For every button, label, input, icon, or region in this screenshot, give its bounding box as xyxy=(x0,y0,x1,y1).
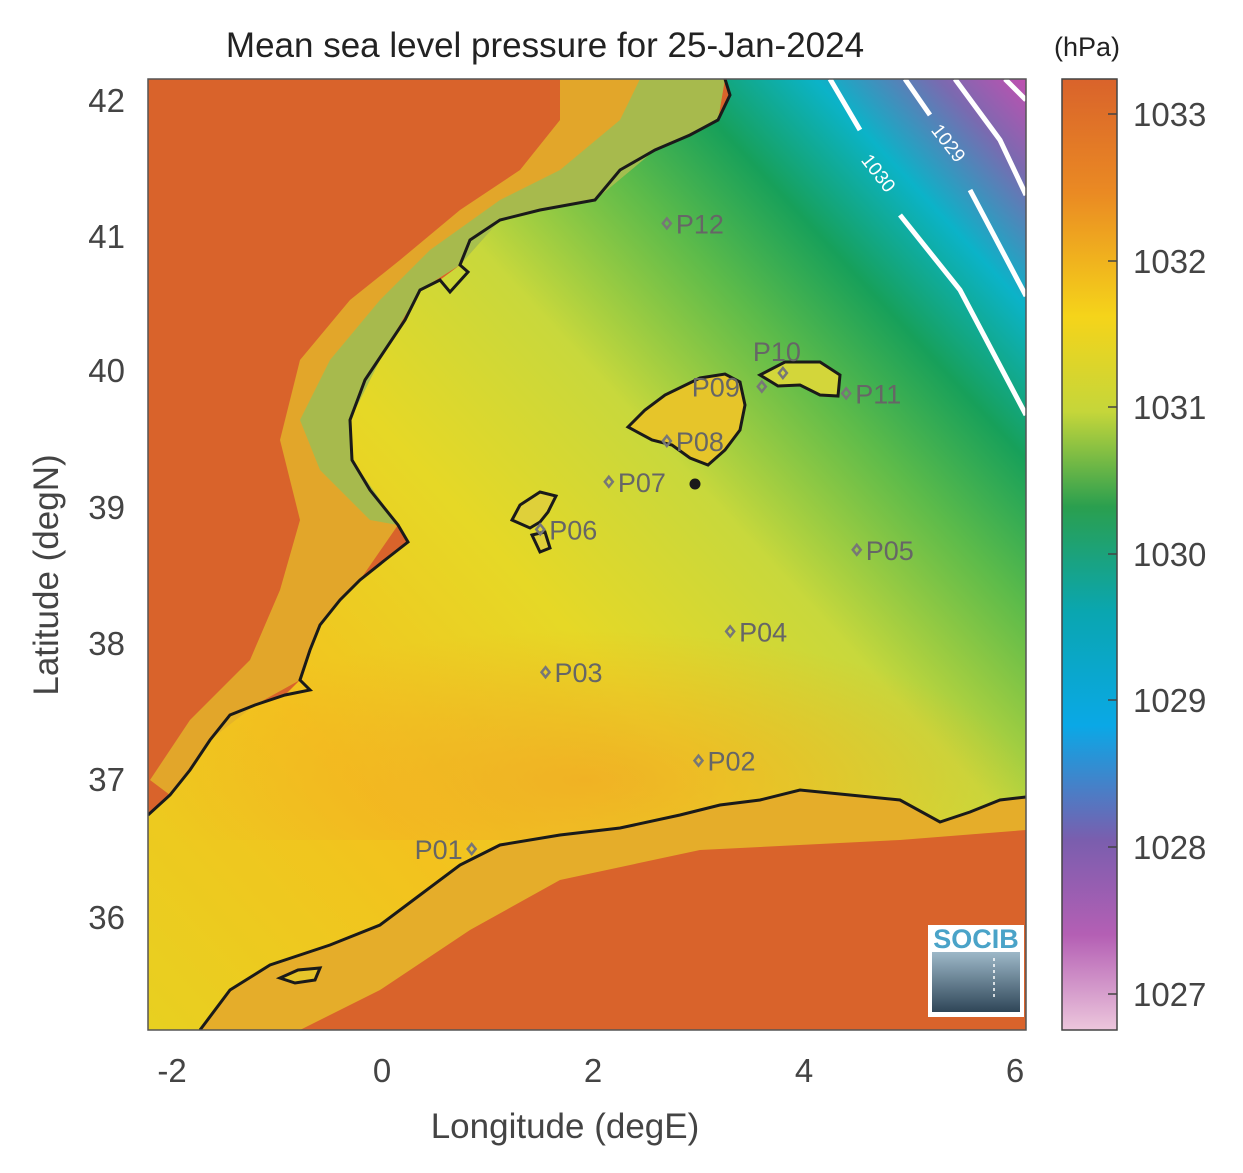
isobar-1028 xyxy=(952,79,1026,197)
alboran-coastline xyxy=(275,966,323,985)
iberia-coastline xyxy=(148,79,732,817)
colorbar-ticks xyxy=(1108,113,1117,995)
station-marker xyxy=(661,433,673,449)
station-marker xyxy=(603,474,615,489)
socib-logo: SOCIB xyxy=(928,924,1024,1017)
station-marker xyxy=(661,216,673,231)
x-tick-label: 4 xyxy=(795,1052,813,1089)
x-axis-label: Longitude (degE) xyxy=(431,1107,700,1146)
iberia-coastal-green xyxy=(300,79,725,525)
station-marker xyxy=(724,624,736,639)
colorbar-tick-label: 1031 xyxy=(1133,389,1206,426)
station-label: P12 xyxy=(676,209,724,239)
station-label: P04 xyxy=(739,617,787,647)
plot-frame xyxy=(147,78,1027,1031)
station-marker xyxy=(840,386,852,401)
logo-image xyxy=(932,952,1020,1012)
station-label: P06 xyxy=(549,515,597,545)
station-marker xyxy=(777,365,789,381)
isobar-1027 xyxy=(1003,79,1026,102)
y-axis: 36 37 38 39 40 41 42 xyxy=(88,82,125,936)
station-label: P03 xyxy=(555,658,603,688)
colorbar-gradient xyxy=(1061,78,1118,1031)
station-label: P01 xyxy=(415,835,463,865)
station-marker xyxy=(539,665,552,680)
isobar-1029 xyxy=(902,79,1026,298)
colorbar-tick-label: 1033 xyxy=(1133,96,1206,133)
isobar-1030 xyxy=(827,79,1026,417)
y-tick-label: 37 xyxy=(88,761,125,798)
colorbar-tick-label: 1027 xyxy=(1133,976,1206,1013)
x-tick-label: 6 xyxy=(1006,1052,1024,1089)
station-markers: P01 P02 P03 P04 P05 P06 P07 P08 P09 P10 P11 P12 xyxy=(415,209,914,865)
isobars xyxy=(827,79,1026,417)
station-label: P02 xyxy=(708,747,756,777)
colorbar-tick-label: 1029 xyxy=(1133,682,1206,719)
africa-coastal-band xyxy=(200,790,1026,1030)
station-label: P10 xyxy=(753,337,801,367)
colorbar-tick-label: 1030 xyxy=(1133,536,1206,573)
map-plot-area xyxy=(148,79,1026,1030)
iberia-coastal-band xyxy=(150,79,725,795)
station-label: P08 xyxy=(676,427,724,457)
mallorca-coastline xyxy=(625,372,747,467)
y-tick-label: 41 xyxy=(88,218,125,255)
y-axis-label: Latitude (degN) xyxy=(27,454,66,695)
chart-title: Mean sea level pressure for 25-Jan-2024 xyxy=(226,26,864,65)
station-marker xyxy=(534,522,546,537)
colorbar-unit: (hPa) xyxy=(1054,32,1120,62)
x-tick-label: -2 xyxy=(157,1052,186,1089)
menorca-coastline xyxy=(756,360,842,398)
station-label: P05 xyxy=(866,536,914,566)
station-marker xyxy=(466,841,478,857)
station-marker xyxy=(692,753,705,768)
ibiza-coastline xyxy=(509,490,559,530)
colorbar-tick-label: 1028 xyxy=(1133,829,1206,866)
x-axis: -2 0 2 4 6 xyxy=(157,1052,1024,1089)
station-label: P11 xyxy=(855,379,901,409)
cabrera-islet xyxy=(689,478,701,490)
colorbar-tick-label: 1032 xyxy=(1133,243,1206,280)
station-marker xyxy=(851,542,863,557)
x-tick-label: 0 xyxy=(373,1052,391,1089)
logo-text: SOCIB xyxy=(933,924,1019,954)
y-tick-label: 40 xyxy=(88,352,125,389)
y-tick-label: 36 xyxy=(88,899,125,936)
coastlines xyxy=(148,79,1026,1030)
y-tick-label: 38 xyxy=(88,625,125,662)
station-label: P09 xyxy=(692,373,740,403)
africa-coastline xyxy=(198,788,1026,1030)
y-tick-label: 39 xyxy=(88,489,125,526)
mallorca-land xyxy=(628,374,745,465)
colorbar: (hPa) 1027 1028 1029 1030 1031 1032 1033 xyxy=(1054,32,1206,1031)
station-label: P07 xyxy=(618,468,666,498)
ibiza-land xyxy=(512,492,556,528)
station-marker xyxy=(756,379,768,394)
y-tick-label: 42 xyxy=(88,82,125,119)
x-tick-label: 2 xyxy=(584,1052,602,1089)
